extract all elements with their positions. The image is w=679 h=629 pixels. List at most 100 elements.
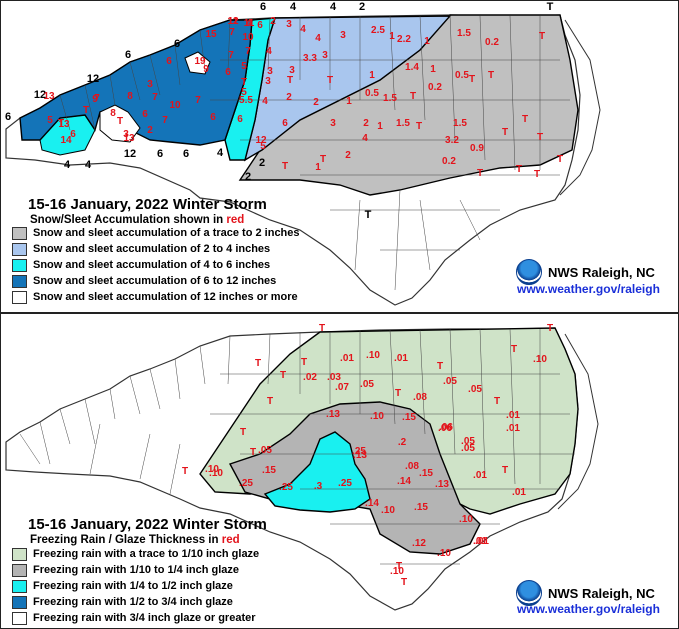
snow-contour-label: 12 xyxy=(87,73,99,85)
ice-value-label: .25 xyxy=(352,446,366,457)
ice-value-label: .03 xyxy=(327,372,341,383)
snow-legend-item: Snow and sleet accumulation of 2 to 4 in… xyxy=(12,242,270,256)
snow-value-label: 1 xyxy=(315,162,321,173)
snow-value-label: T xyxy=(241,77,247,88)
snow-value-label: 0.2 xyxy=(442,156,456,167)
snow-value-label: T xyxy=(557,154,563,165)
snow-value-label: 10 xyxy=(242,32,254,43)
outer-banks xyxy=(559,19,601,196)
panel-divider xyxy=(0,312,679,314)
snow-url-link[interactable]: www.weather.gov/raleigh xyxy=(517,282,660,296)
ice-legend-item: Freezing rain with 1/2 to 3/4 inch glaze xyxy=(12,595,233,609)
ice-legend-label: Freezing rain with 1/4 to 1/2 inch glaze xyxy=(33,580,233,592)
snow-legend-label: Snow and sleet accumulation of a trace t… xyxy=(33,227,300,239)
ice-legend-item: Freezing rain with 3/4 inch glaze or gre… xyxy=(12,611,256,625)
snow-contour-label: 4 xyxy=(330,1,337,13)
snow-value-label: T xyxy=(416,121,422,132)
outer-banks-ice xyxy=(557,333,599,510)
snow-contour-label: 4 xyxy=(85,159,92,171)
snow-value-label: T xyxy=(410,91,416,102)
ice-value-label: .10 xyxy=(370,411,384,422)
snow-value-label: 3 xyxy=(340,30,346,41)
ice-value-label: T xyxy=(250,447,256,458)
ice-value-label: .15 xyxy=(419,468,433,479)
ice-value-label: T xyxy=(267,396,273,407)
snow-contour-label: 6 xyxy=(157,148,163,160)
snow-value-label: 7 xyxy=(94,93,100,104)
snow-value-label: 11 xyxy=(244,18,255,29)
snow-legend-item: Snow and sleet accumulation of 4 to 6 in… xyxy=(12,258,270,272)
ice-url-link[interactable]: www.weather.gov/raleigh xyxy=(517,602,660,616)
snow-legend-label: Snow and sleet accumulation of 4 to 6 in… xyxy=(33,259,271,271)
ice-subtitle-red-word: red xyxy=(221,534,240,546)
snow-value-label: 1 xyxy=(369,70,375,81)
ice-value-label: .14 xyxy=(397,476,411,487)
snow-value-label: T xyxy=(287,75,293,86)
ice-title: 15-16 January, 2022 Winter Storm xyxy=(28,516,267,533)
ice-nws-label: NWS Raleigh, NC xyxy=(548,585,655,601)
snow-value-label: 6 xyxy=(282,118,288,129)
ice-value-label: .01 xyxy=(473,470,487,481)
snow-value-label: 14 xyxy=(60,135,72,146)
snow-value-label: 6 xyxy=(210,112,216,123)
ice-value-label: .12 xyxy=(412,538,426,549)
snow-contour-label: 6 xyxy=(125,49,131,61)
snow-value-label: 0.9 xyxy=(470,143,484,154)
ice-value-label: .02 xyxy=(303,372,317,383)
snow-value-label: 2 xyxy=(286,92,292,103)
ice-legend-swatch xyxy=(12,611,27,625)
ice-value-label: .10 xyxy=(437,548,451,559)
snow-value-label: 5 xyxy=(241,61,247,72)
snow-value-label: 4 xyxy=(246,18,252,29)
snow-value-label: 6 xyxy=(166,56,172,67)
snow-contour-label: 2 xyxy=(245,171,251,183)
snow-value-label: 9 xyxy=(92,94,98,105)
ice-value-label: T xyxy=(255,358,261,369)
snow-value-label: 3 xyxy=(330,118,336,129)
snow-legend-swatch xyxy=(12,274,27,288)
ice-value-label: .01 xyxy=(394,353,408,364)
snow-value-label: 1 xyxy=(389,31,395,42)
snow-value-label: 5.5 xyxy=(239,95,253,106)
ice-value-label: .10 xyxy=(209,468,223,479)
ice-legend-label: Freezing rain with 3/4 inch glaze or gre… xyxy=(33,612,256,624)
snow-value-label: 2 xyxy=(313,97,319,108)
snow-contour-label: 6 xyxy=(183,148,189,160)
snow-value-label: T xyxy=(488,70,494,81)
ice-value-label: .05 xyxy=(468,384,482,395)
ice-legend-swatch xyxy=(12,563,27,577)
snow-value-label: T xyxy=(522,114,528,125)
snow-value-label: 13 xyxy=(58,119,70,130)
ice-contour-label: .01 xyxy=(473,536,487,547)
snow-legend-item: Snow and sleet accumulation of 12 inches… xyxy=(12,290,298,304)
snow-value-label: 4 xyxy=(262,96,268,107)
snow-value-label: 13 xyxy=(43,91,55,102)
ice-legend-item: Freezing rain with a trace to 1/10 inch … xyxy=(12,547,259,561)
snow-value-label: 6 xyxy=(70,129,76,140)
snow-value-label: 1 xyxy=(346,96,352,107)
noaa-logo-icon xyxy=(516,580,542,606)
snow-contour-label: 2 xyxy=(259,157,265,169)
snow-value-label: 2 xyxy=(345,150,351,161)
snow-value-label: 3 xyxy=(265,76,271,87)
ice-value-label: T xyxy=(396,561,402,572)
snow-value-label: 7 xyxy=(245,46,251,57)
ice-value-label: .2 xyxy=(398,437,407,448)
ice-nws-badge: NWS Raleigh, NC xyxy=(516,580,655,606)
snow-value-label: T xyxy=(534,169,540,180)
snow-value-label: 3 xyxy=(289,65,295,76)
ice-value-label: .3 xyxy=(314,481,323,492)
snow-value-label: 6 xyxy=(257,20,263,31)
snow-subtitle-red-word: red xyxy=(226,214,245,226)
snow-value-label: 0.5 xyxy=(455,70,469,81)
ice-value-label: .05 xyxy=(360,379,374,390)
snow-value-label: 6 xyxy=(225,67,231,78)
snow-contour-label: 6 xyxy=(260,1,266,13)
snow-subtitle-text: Snow/Sleet Accumulation shown in xyxy=(30,214,224,226)
ice-value-label: .06 xyxy=(438,423,452,434)
snow-value-label: 1.5 xyxy=(457,28,471,39)
snow-value-label: 1.5 xyxy=(383,93,397,104)
ice-value-label: T xyxy=(301,357,307,368)
ice-value-label: .08 xyxy=(405,461,419,472)
ice-value-label: .05 xyxy=(258,445,272,456)
